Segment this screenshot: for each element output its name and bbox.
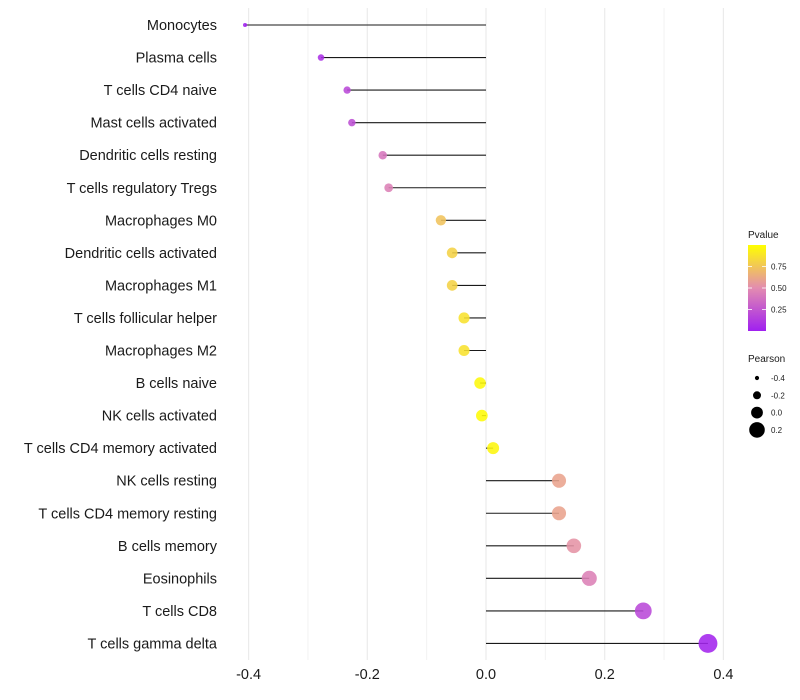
lollipop-point: [378, 150, 387, 160]
y-tick-label: Plasma cells: [136, 51, 217, 67]
y-tick-label: Macrophages M2: [105, 344, 217, 360]
grid-lines: [248, 8, 725, 660]
y-tick-label: NK cells activated: [102, 409, 217, 425]
y-tick-label: Dendritic cells resting: [79, 148, 217, 164]
y-tick-label: B cells memory: [118, 539, 218, 555]
size-legend-label: -0.4: [771, 374, 785, 383]
y-tick-label: T cells regulatory Tregs: [67, 181, 217, 197]
points: [242, 22, 718, 653]
lollipop-point: [487, 442, 500, 455]
lollipop-point: [343, 86, 351, 94]
y-tick-label: T cells CD4 naive: [104, 83, 217, 99]
lollipop-point: [581, 570, 597, 586]
lollipop-point: [566, 538, 582, 554]
lollipop-point: [435, 215, 447, 226]
x-tick-label: -0.2: [355, 667, 380, 683]
y-tick-label: T cells CD8: [142, 604, 217, 620]
y-tick-label: Mast cells activated: [90, 116, 217, 132]
lollipop-point: [458, 344, 470, 357]
colorbar-tick-label: 0.25: [771, 306, 787, 315]
lollipop-point: [242, 22, 248, 28]
pearson-legend: Pearson -0.4 -0.2 0.0 0.2: [748, 354, 785, 438]
lollipop-point: [551, 506, 567, 521]
size-legend-key: [749, 422, 765, 438]
stems: [245, 24, 708, 645]
x-tick-label: 0.4: [713, 667, 733, 683]
lollipop-point: [446, 247, 458, 259]
colorbar-tick-label: 0.50: [771, 284, 787, 293]
x-tick-label: 0.0: [476, 667, 496, 683]
y-tick-label: T cells gamma delta: [88, 636, 218, 652]
x-tick-label: 0.2: [595, 667, 615, 683]
lollipop-point: [551, 473, 567, 488]
size-legend-label: -0.2: [771, 391, 785, 400]
lollipop-point: [476, 409, 488, 422]
pearson-legend-title: Pearson: [748, 354, 785, 365]
lollipop-point: [317, 54, 325, 61]
y-axis-labels: Monocytes Plasma cells T cells CD4 naive Ma…: [24, 18, 218, 652]
size-legend-label: 0.0: [771, 409, 783, 418]
y-tick-label: Monocytes: [147, 18, 217, 34]
y-tick-label: T cells follicular helper: [74, 311, 217, 327]
y-tick-label: T cells CD4 memory resting: [38, 506, 217, 522]
lollipop-point: [446, 280, 458, 291]
y-tick-label: T cells CD4 memory activated: [24, 441, 217, 457]
size-legend-label: 0.2: [771, 426, 783, 435]
lollipop-point: [698, 634, 718, 653]
y-tick-label: B cells naive: [136, 376, 217, 392]
y-tick-label: Dendritic cells activated: [65, 246, 217, 262]
size-legend-key: [753, 391, 761, 400]
size-legend-key: [754, 375, 760, 381]
pvalue-legend-title: Pvalue: [748, 230, 779, 241]
size-legend-key: [751, 406, 763, 419]
lollipop-point: [474, 377, 486, 389]
y-tick-label: Macrophages M1: [105, 278, 217, 294]
y-tick-label: NK cells resting: [116, 474, 217, 490]
y-tick-label: Macrophages M0: [105, 213, 217, 229]
lollipop-point: [348, 118, 356, 127]
colorbar-tick-label: 0.75: [771, 263, 787, 272]
y-tick-label: Eosinophils: [143, 571, 217, 587]
x-tick-label: -0.4: [236, 667, 261, 683]
lollipop-point: [634, 602, 652, 620]
pvalue-legend: Pvalue 0.25 0.50 0.75: [748, 230, 787, 331]
lollipop-point: [458, 312, 470, 324]
lollipop-point: [384, 183, 394, 193]
x-axis-tick-labels: -0.4 -0.2 0.0 0.2 0.4: [236, 667, 733, 683]
pvalue-colorbar: [748, 245, 766, 331]
